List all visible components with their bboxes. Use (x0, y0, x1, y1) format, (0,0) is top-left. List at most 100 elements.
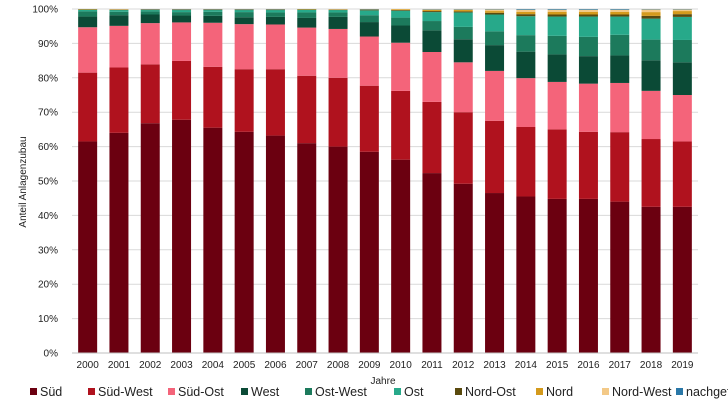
y-tick-label: 40% (38, 211, 58, 222)
bar-segment-2015-Nord (548, 12, 567, 15)
bar-segment-2013-Süd (485, 193, 504, 353)
bar-segment-2012-Süd (454, 184, 473, 353)
bar-segment-2014-Ost-West (516, 35, 535, 52)
x-tick-label: 2012 (452, 360, 475, 371)
bar-segment-2013-Ost (485, 15, 504, 32)
x-tick-label: 2002 (139, 360, 162, 371)
bar-segment-2011-Süd-West (422, 102, 441, 173)
bar-segment-2004-West (203, 16, 222, 23)
x-tick-label: 2006 (264, 360, 287, 371)
bar-segment-2014-West (516, 52, 535, 78)
bar-segment-2008-Süd (329, 147, 348, 353)
bar-segment-2004-Süd (203, 128, 222, 353)
bar-segment-2018-Nord (642, 12, 661, 16)
legend-swatch-Süd-West (88, 388, 95, 395)
bar-segment-2019-Süd-Ost (673, 95, 692, 141)
bar-segment-2005-Süd-West (235, 69, 254, 132)
bar-segment-2005-Süd-Ost (235, 24, 254, 69)
bar-segment-2007-Ost (297, 10, 316, 13)
x-tick-label: 2018 (640, 360, 663, 371)
bar-segment-2018-West (642, 60, 661, 91)
x-tick-label: 2013 (483, 360, 506, 371)
bar-segment-2002-Ost-West (141, 11, 160, 14)
bar-segment-2011-Nord (422, 10, 441, 11)
legend-swatch-nachgeführt (676, 388, 683, 395)
bar-segment-2012-Nord-West (454, 9, 473, 10)
bar-segment-2013-Nord-West (485, 9, 504, 11)
bar-segment-2015-West (548, 54, 567, 82)
bar-segment-2002-Süd-West (141, 64, 160, 123)
bar-segment-2012-Nord (454, 10, 473, 11)
bar-segment-2001-Süd-Ost (109, 26, 128, 68)
y-tick-label: 10% (38, 314, 58, 325)
bar-segment-2007-Süd-Ost (297, 28, 316, 76)
bar-segment-2015-Süd-West (548, 129, 567, 198)
bar-segment-2018-Süd-West (642, 139, 661, 207)
legend-label-Süd-West: Süd-West (98, 385, 153, 399)
bar-segment-2006-West (266, 17, 285, 25)
bar-segment-2008-Süd-Ost (329, 29, 348, 78)
bar-segment-2019-Ost (673, 17, 692, 40)
bar-segment-2006-Ost-West (266, 12, 285, 16)
legend-swatch-Süd (30, 388, 37, 395)
bar-segment-2012-Nord-Ost (454, 11, 473, 12)
bar-segment-2000-Süd-Ost (78, 27, 97, 72)
bar-segment-2016-nachgeführt (579, 9, 598, 10)
bar-segment-2003-Süd-West (172, 61, 191, 120)
bar-segment-2003-Süd (172, 120, 191, 353)
legend-label-West: West (251, 385, 280, 399)
bar-segment-2019-Ost-West (673, 40, 692, 62)
bar-segment-2010-Ost-West (391, 18, 410, 26)
bar-segment-2008-Ost (329, 10, 348, 12)
bar-segment-2013-Süd-Ost (485, 71, 504, 121)
legend-swatch-Nord-West (602, 388, 609, 395)
bar-segment-2019-Süd-West (673, 141, 692, 206)
bar-segment-2011-West (422, 30, 441, 52)
bar-segment-2012-Süd-Ost (454, 62, 473, 112)
bar-segment-2018-Ost (642, 19, 661, 40)
legend-label-Süd: Süd (40, 385, 62, 399)
bar-segment-2003-Ost (172, 10, 191, 12)
legend-swatch-Süd-Ost (168, 388, 175, 395)
bar-segment-2017-Ost (610, 17, 629, 35)
y-tick-label: 80% (38, 73, 58, 84)
x-tick-label: 2010 (390, 360, 413, 371)
bar-segment-2008-Ost-West (329, 12, 348, 16)
bar-segment-2013-Nord (485, 11, 504, 13)
bar-segment-2014-Süd-Ost (516, 78, 535, 127)
y-tick-label: 60% (38, 142, 58, 153)
bar-segment-2008-Süd-West (329, 78, 348, 147)
bar-segment-2005-Süd (235, 132, 254, 353)
bar-segment-2014-Nord (516, 12, 535, 14)
legend-swatch-West (241, 388, 248, 395)
bar-segment-2005-West (235, 17, 254, 24)
x-axis-label: Jahre (370, 376, 395, 387)
x-tick-label: 2003 (170, 360, 193, 371)
x-tick-label: 2005 (233, 360, 256, 371)
bar-segment-2009-West (360, 22, 379, 36)
x-tick-label: 2017 (609, 360, 632, 371)
bar-segment-2017-nachgeführt (610, 9, 629, 10)
bar-segment-2000-Ost (78, 10, 97, 12)
bar-segment-2014-nachgeführt (516, 9, 535, 10)
bar-segment-2017-Nord (610, 12, 629, 15)
legend-label-Nord-West: Nord-West (612, 385, 672, 399)
bar-segment-2013-Ost-West (485, 31, 504, 45)
bar-segment-2004-Süd-West (203, 67, 222, 128)
bar-segment-2010-Süd (391, 160, 410, 353)
legend-swatch-Nord (536, 388, 543, 395)
legend-label-Süd-Ost: Süd-Ost (178, 385, 224, 399)
bar-segment-2017-Süd-Ost (610, 83, 629, 132)
bar-segment-2016-Süd-West (579, 132, 598, 199)
y-tick-label: 20% (38, 280, 58, 291)
bar-segment-2004-Ost (203, 10, 222, 12)
x-tick-label: 2004 (202, 360, 225, 371)
bar-segment-2019-Nord (673, 11, 692, 14)
bar-segment-2017-Süd (610, 202, 629, 353)
x-tick-label: 2009 (358, 360, 381, 371)
bar-segment-2011-Nord-West (422, 9, 441, 10)
bar-segment-2017-Nord-Ost (610, 15, 629, 17)
bar-segment-2011-Nord-Ost (422, 11, 441, 12)
bar-segment-2014-Nord-West (516, 10, 535, 12)
